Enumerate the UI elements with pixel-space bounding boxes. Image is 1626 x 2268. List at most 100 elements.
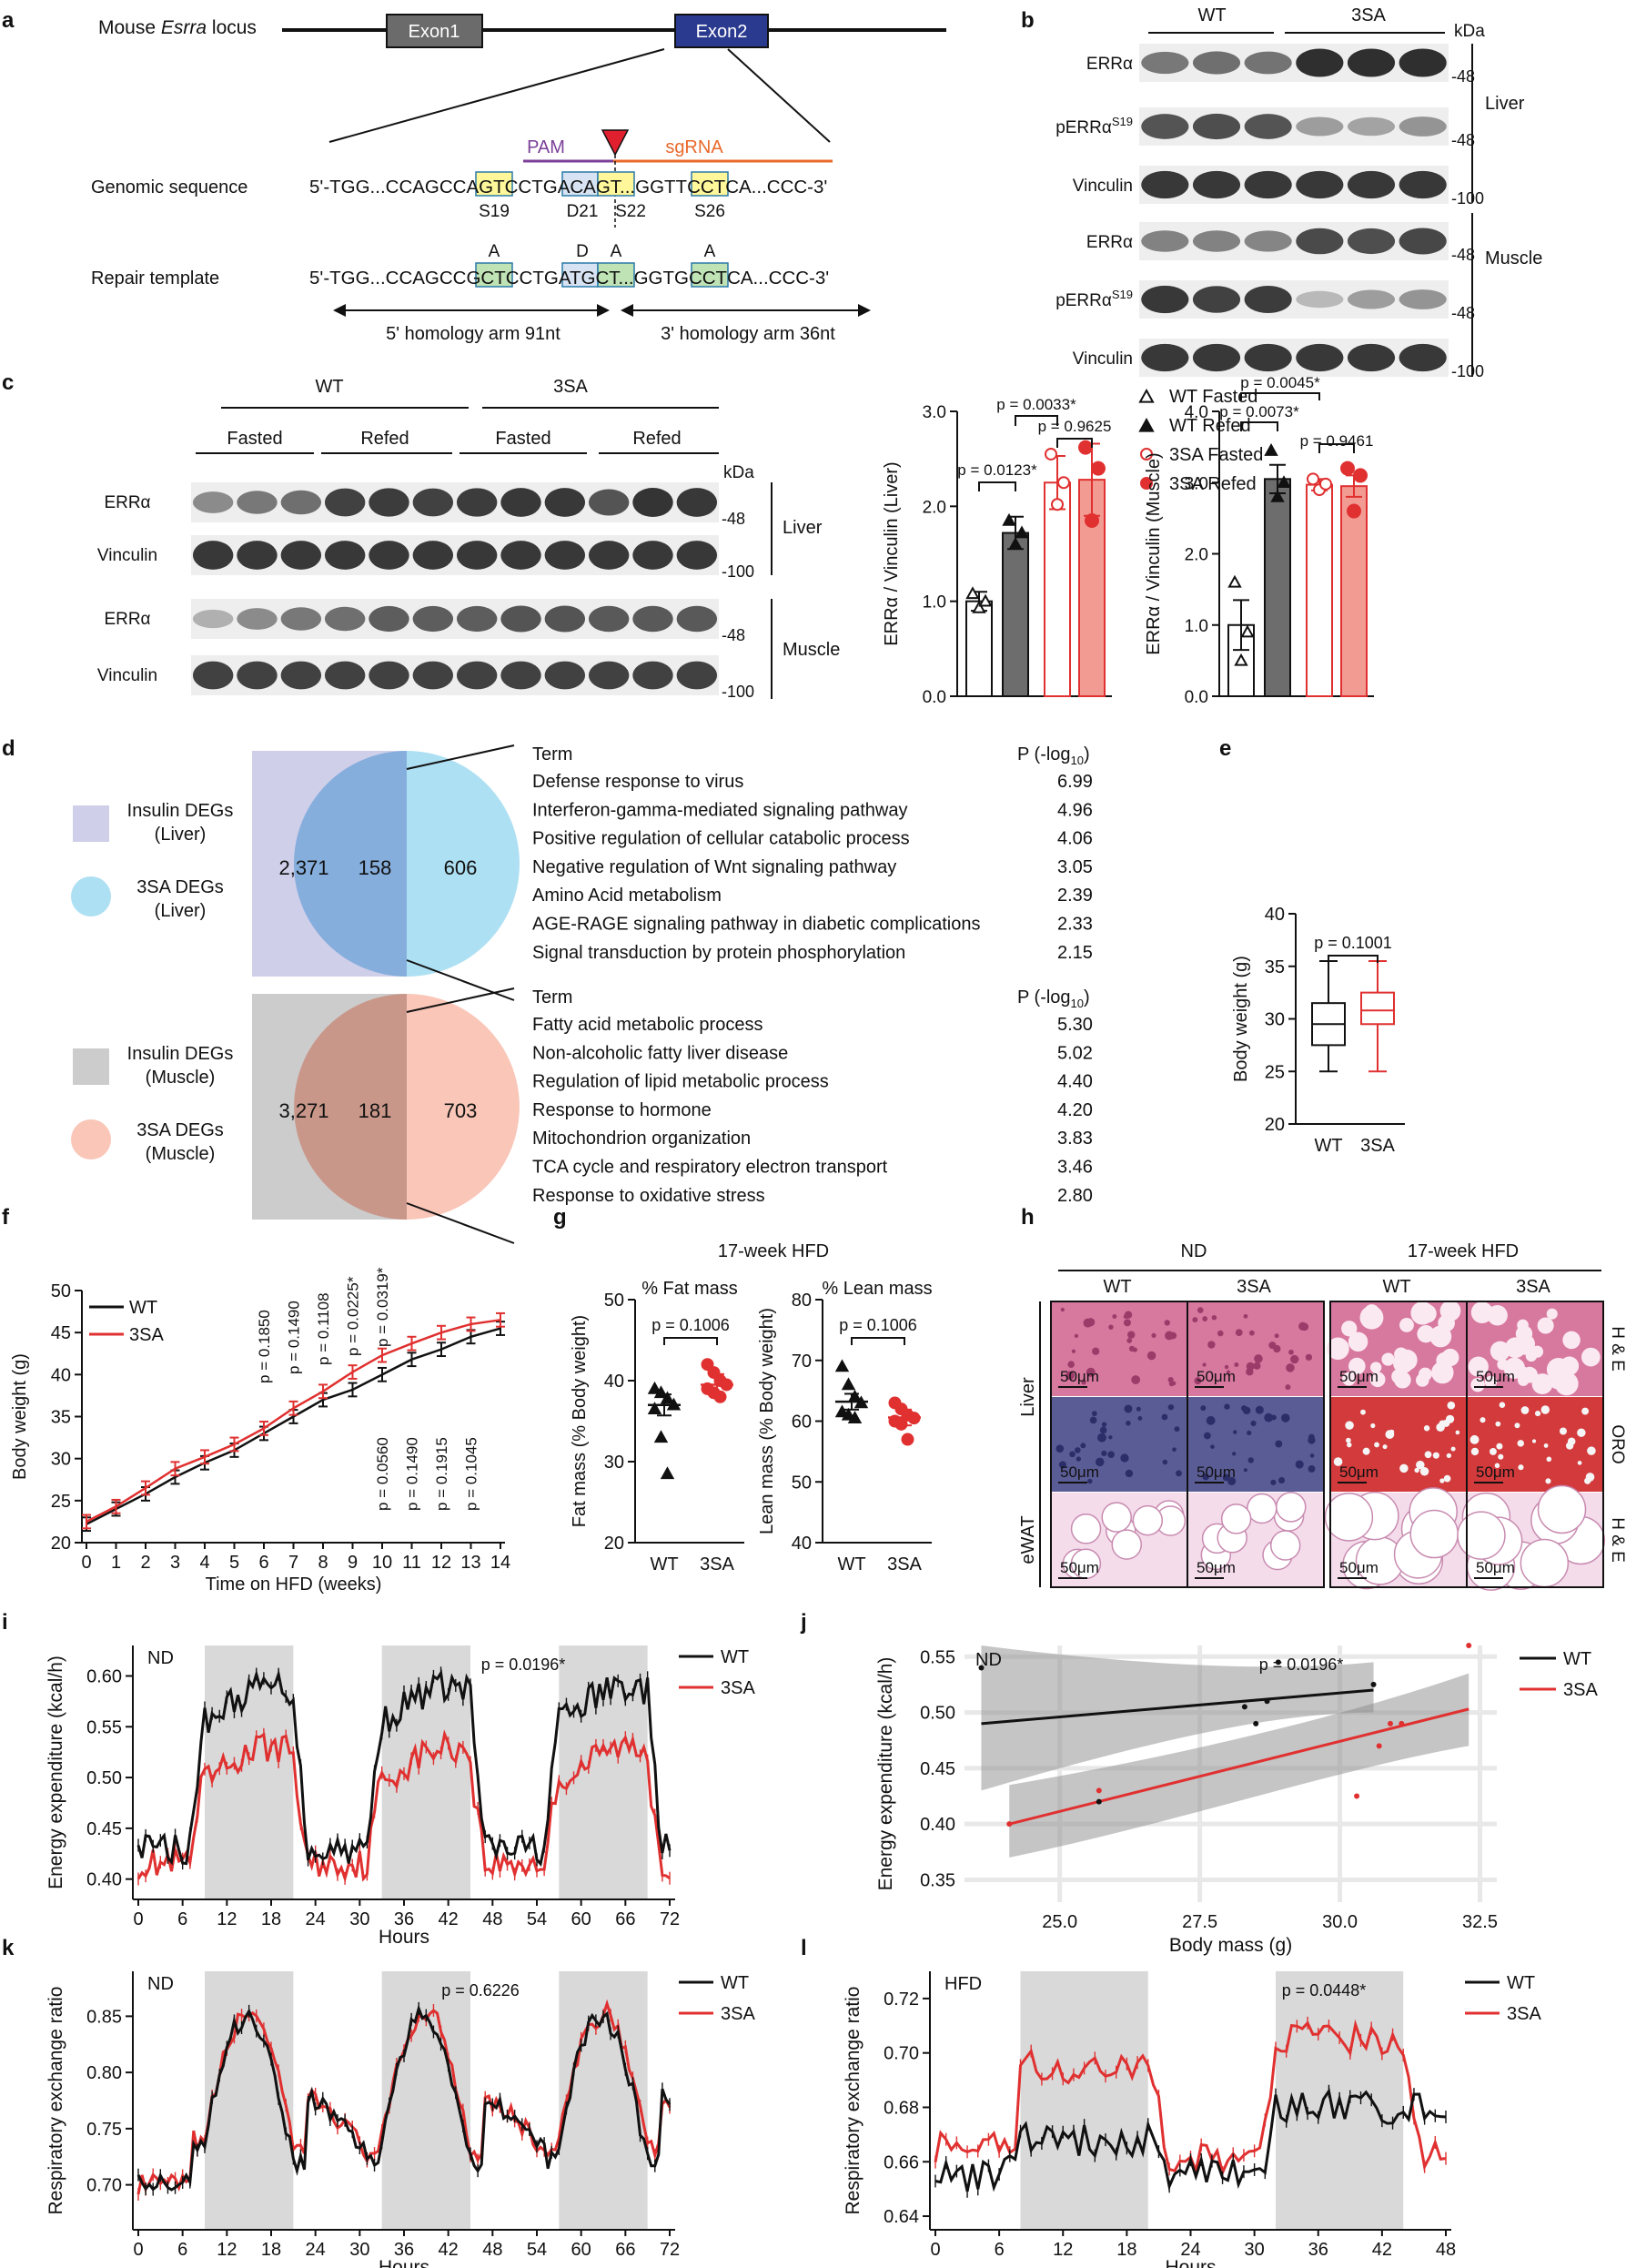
bar-muscle-point bbox=[1347, 503, 1361, 519]
h-texture-cell bbox=[1172, 1447, 1177, 1453]
ts-l-ytick-label: 0.64 bbox=[884, 2207, 919, 2227]
blot-protein-label: ERRα bbox=[1086, 55, 1133, 74]
scatter-j-fit-3sa bbox=[1008, 1707, 1469, 1826]
h-texture-cell bbox=[1418, 1367, 1432, 1382]
blot-b-3-band bbox=[1141, 230, 1189, 252]
blot-b-1-band bbox=[1141, 114, 1189, 139]
h-texture-cell bbox=[1087, 1478, 1093, 1484]
h-texture-cell bbox=[1270, 1414, 1277, 1421]
ts-k-ytick-label: 0.80 bbox=[86, 2063, 122, 2083]
venn-muscle-term: Mitochondrion organization bbox=[532, 1129, 751, 1149]
scatter-j-ytick-label: 0.55 bbox=[920, 1647, 955, 1667]
bar-muscle-point bbox=[1264, 442, 1278, 456]
h-texture-cell bbox=[1496, 1443, 1503, 1450]
blot-c-0-band bbox=[500, 488, 541, 517]
scatter-j-point bbox=[1096, 1798, 1102, 1805]
h-texture-cell bbox=[1327, 1337, 1349, 1361]
h-texture-cell bbox=[1243, 1468, 1247, 1473]
h-texture-cell bbox=[1151, 1332, 1156, 1338]
h-texture-cell bbox=[1308, 1433, 1315, 1441]
ts-k-xtick-label: 72 bbox=[660, 2240, 680, 2260]
blot-b-3-band bbox=[1399, 228, 1447, 255]
venn-muscle-zoom-line bbox=[406, 987, 515, 1013]
venn-muscle-term-pvalue: 5.02 bbox=[1057, 1043, 1093, 1063]
h-texture-cell bbox=[1346, 1437, 1351, 1443]
box-e-ytick-label: 20 bbox=[1265, 1115, 1285, 1135]
h-scale-label: 50μm bbox=[1339, 1559, 1379, 1576]
h-texture-cell bbox=[1124, 1311, 1133, 1319]
blot-c-3-band bbox=[412, 661, 454, 690]
blot-b-3-band bbox=[1347, 228, 1396, 255]
scatter-j-point bbox=[1264, 1698, 1270, 1705]
h-genotype-label: 3SA bbox=[1237, 1277, 1271, 1297]
blot-protein-label: ERRα bbox=[1086, 233, 1133, 252]
h-texture-cell bbox=[1169, 1331, 1177, 1340]
blot-b-2-band bbox=[1244, 170, 1292, 199]
ts-l-xtick-label: 24 bbox=[1180, 2240, 1200, 2260]
scatter-j-point bbox=[1370, 1681, 1377, 1687]
scatter-j-xtick-label: 27.5 bbox=[1182, 1912, 1217, 1932]
mw-marker: -100 bbox=[722, 683, 754, 701]
h-texture-cell bbox=[1123, 1319, 1131, 1327]
h-texture-cell bbox=[1080, 1443, 1086, 1449]
venn-muscle-term: Response to oxidative stress bbox=[532, 1186, 765, 1206]
h-texture-cell bbox=[1481, 1305, 1496, 1320]
repair-template-label: Repair template bbox=[91, 268, 219, 289]
line-f-p-value: p = 0.0319* bbox=[374, 1267, 391, 1347]
box-e-xtick-label: 3SA bbox=[1360, 1136, 1395, 1156]
venn-muscle-sa-label: (Muscle) bbox=[146, 1144, 216, 1164]
blot-c-1-band bbox=[412, 541, 454, 570]
h-texture-cell bbox=[1273, 1344, 1281, 1353]
h-texture-cell bbox=[1055, 1444, 1065, 1453]
ts-l-legend-wt: WT bbox=[1507, 1973, 1535, 1993]
blot-c-2-band bbox=[500, 605, 541, 633]
h-texture-cell bbox=[1164, 1320, 1170, 1326]
venn-liver-insulin-label: Insulin DEGs bbox=[127, 801, 234, 821]
site-label-s26: S26 bbox=[694, 202, 725, 221]
h-texture-cell bbox=[1253, 1362, 1261, 1370]
h-texture-cell bbox=[1470, 1447, 1480, 1456]
h-texture-cell bbox=[1086, 1367, 1096, 1377]
panel-letter-a: a bbox=[2, 8, 15, 33]
ts-k-xtick-label: 12 bbox=[217, 2240, 237, 2260]
h-texture-cell bbox=[1495, 1421, 1501, 1427]
bar-liver-bar bbox=[1044, 481, 1071, 697]
line-f-xtick-label: 0 bbox=[81, 1553, 91, 1573]
blot-protein-label: Vinculin bbox=[1073, 177, 1133, 196]
h-texture-cell bbox=[1360, 1409, 1366, 1415]
blot-b-2-band bbox=[1141, 170, 1189, 199]
h-texture-cell bbox=[1247, 1430, 1252, 1435]
venn-muscle-term-pvalue: 3.83 bbox=[1057, 1129, 1093, 1149]
blot-c-3-band bbox=[192, 661, 234, 690]
locus-label: Mouse Esrra locus bbox=[98, 17, 257, 38]
ts-k-xtick-label: 66 bbox=[615, 2240, 635, 2260]
ts-i-series-3SA bbox=[136, 1729, 671, 1884]
ts-i-xtick-label: 36 bbox=[394, 1909, 414, 1929]
venn-liver-count-sa: 606 bbox=[444, 856, 478, 879]
h-texture-cell bbox=[1071, 1349, 1076, 1353]
bar-liver-sig-bracket bbox=[1015, 415, 1058, 426]
venn-liver-term-pvalue: 4.06 bbox=[1057, 829, 1093, 849]
venn-muscle-overlap bbox=[294, 994, 407, 1220]
h-texture-cell bbox=[1101, 1422, 1107, 1427]
h-texture-cell bbox=[1443, 1474, 1451, 1483]
venn-muscle-legend-box bbox=[73, 1048, 109, 1085]
blot-c-2-band bbox=[237, 608, 278, 630]
line-f-ytick-label: 45 bbox=[51, 1323, 71, 1343]
box-iqr bbox=[1360, 991, 1395, 1026]
line-f-xtick-label: 10 bbox=[372, 1553, 392, 1573]
ts-i-xtick-label: 18 bbox=[261, 1909, 281, 1929]
blot-c-2-strip bbox=[191, 599, 719, 639]
ts-k-xtick-label: 54 bbox=[527, 2240, 547, 2260]
blot-c-1-strip bbox=[191, 535, 719, 575]
h-texture-cell bbox=[1092, 1347, 1100, 1355]
dot-fat-point bbox=[653, 1430, 669, 1443]
panel-letter-c: c bbox=[2, 370, 14, 395]
h-texture-cell bbox=[1370, 1423, 1376, 1429]
h-texture-cell bbox=[1206, 1415, 1216, 1425]
venn-liver-overlap bbox=[294, 751, 407, 977]
venn-muscle-count-sa: 703 bbox=[444, 1099, 478, 1122]
h-texture-cell bbox=[1345, 1421, 1354, 1430]
h-texture-cell bbox=[1419, 1466, 1429, 1476]
ts-i-xtick-label: 72 bbox=[660, 1909, 680, 1929]
